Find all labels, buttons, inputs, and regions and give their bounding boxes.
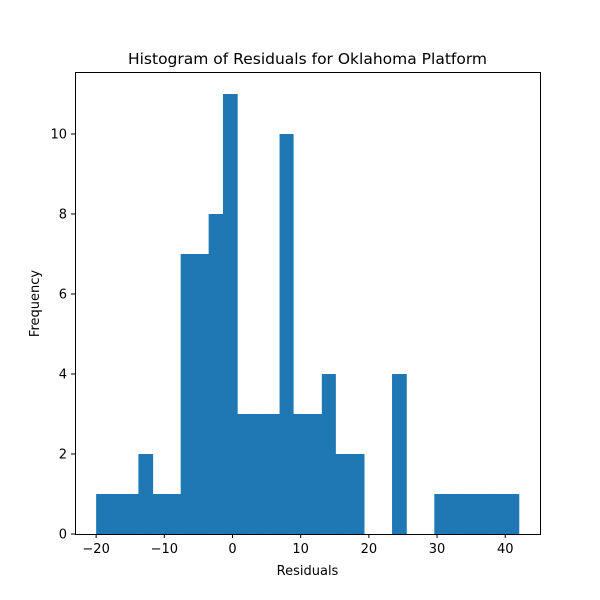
histogram-bar [392, 374, 407, 534]
x-tick-label: 0 [228, 542, 236, 557]
x-axis-label: Residuals [277, 564, 339, 579]
x-axis-ticks: −20 −10 0 10 20 30 40 [82, 534, 514, 557]
histogram-bar [208, 214, 224, 534]
y-tick-label: 10 [50, 128, 67, 143]
bars-group [96, 94, 520, 534]
histogram-bar [447, 494, 463, 534]
histogram-bar [152, 494, 167, 534]
histogram-bar [307, 414, 323, 534]
histogram-bar [124, 494, 139, 534]
y-axis-label: Frequency [28, 270, 43, 337]
y-tick-label: 2 [59, 448, 67, 463]
histogram-bar [138, 454, 154, 534]
y-tick-label: 6 [59, 288, 67, 303]
histogram-bar [237, 414, 252, 534]
histogram-bar [490, 494, 505, 534]
x-tick-label: −10 [151, 542, 178, 557]
plot-frame [75, 72, 541, 535]
histogram-bar [293, 414, 308, 534]
histogram-bar [96, 494, 111, 534]
histogram-bar [195, 254, 210, 534]
x-tick-label: 30 [429, 542, 446, 557]
y-tick-label: 8 [59, 208, 67, 223]
histogram-bar [476, 494, 491, 534]
x-tick-label: 40 [497, 542, 514, 557]
histogram-bar [462, 494, 477, 534]
histogram-bar [110, 494, 125, 534]
x-tick-label: 10 [292, 542, 309, 557]
histogram-bar [265, 414, 280, 534]
histogram-bar [180, 254, 196, 534]
histogram-bar [222, 94, 238, 534]
x-tick-label: −20 [82, 542, 109, 557]
histogram-bar [279, 134, 294, 534]
histogram-bar [349, 454, 365, 534]
y-tick-label: 4 [59, 368, 67, 383]
histogram-bar [321, 374, 336, 534]
y-tick-label: 0 [59, 528, 67, 543]
histogram-bar [250, 414, 266, 534]
x-tick-label: 20 [361, 542, 378, 557]
histogram-bar [504, 494, 520, 534]
chart-title: Histogram of Residuals for Oklahoma Plat… [128, 50, 487, 68]
histogram-bar [335, 454, 351, 534]
histogram-bar [434, 494, 449, 534]
y-axis-ticks: 0 2 4 6 8 10 [50, 128, 75, 543]
histogram-bar [166, 494, 182, 534]
